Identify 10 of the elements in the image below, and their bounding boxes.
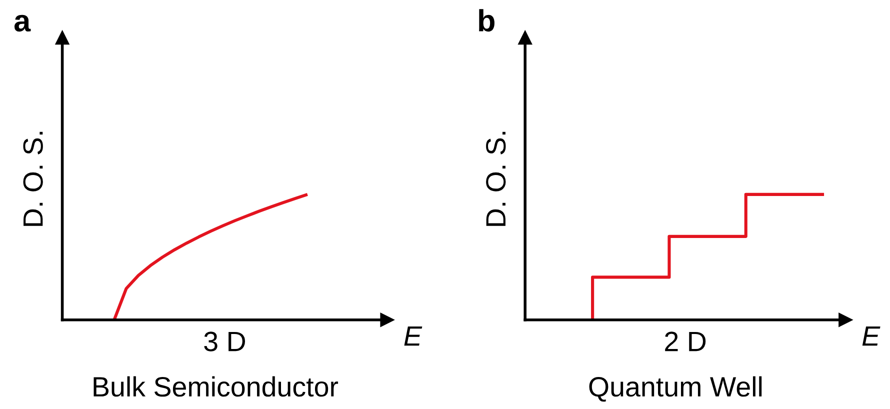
y-axis-title: D. O. S. — [486, 132, 506, 226]
chart-title: b — [479, 9, 494, 32]
x-axis-title: 3 D — [204, 332, 246, 352]
x-axis-title: 2 D — [665, 332, 706, 352]
text: Quantum Well — [589, 376, 762, 402]
chart-title: a — [14, 14, 31, 32]
text: Bulk Semiconductor — [94, 376, 338, 397]
y-axis-title: D. O. S. — [23, 132, 43, 226]
text: E — [404, 326, 422, 346]
text: E — [862, 326, 880, 346]
